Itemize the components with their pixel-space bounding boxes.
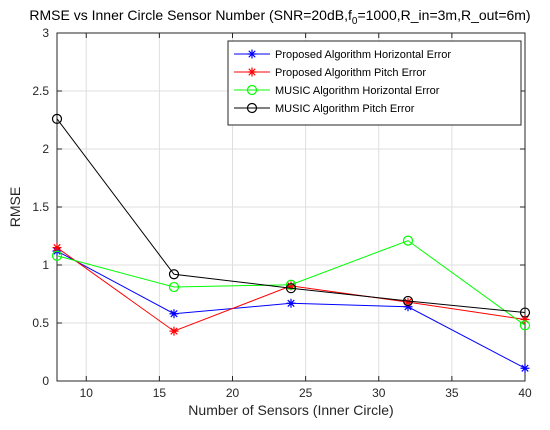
x-tick-label: 25 [299, 386, 313, 400]
y-tick-label: 0 [42, 374, 49, 388]
y-axis-label: RMSE [7, 187, 23, 227]
series-3 [51, 235, 531, 331]
series-4 [51, 113, 531, 318]
data-point [520, 315, 530, 325]
chart-title-prefix: RMSE vs Inner Circle Sensor Number (SNR=… [29, 7, 352, 23]
legend-item: MUSIC Algorithm Pitch Error [234, 102, 415, 115]
series-2 [52, 243, 530, 336]
y-tick-label: 1 [42, 258, 49, 272]
legend-label: Proposed Algorithm Pitch Error [275, 67, 426, 79]
x-tick-label: 40 [518, 386, 532, 400]
y-tick-label: 0.5 [32, 316, 49, 330]
series-line [56, 240, 526, 326]
x-tick-label: 15 [153, 386, 167, 400]
x-axis-label: Number of Sensors (Inner Circle) [188, 402, 393, 418]
data-point [168, 281, 180, 293]
legend-box [227, 40, 522, 126]
data-point [169, 309, 179, 319]
data-point [519, 320, 531, 331]
series-lines [51, 113, 531, 373]
x-tick-label: 20 [226, 386, 240, 400]
data-point [51, 250, 63, 261]
data-point [168, 269, 180, 280]
legend-marker [246, 84, 258, 96]
legend-item: MUSIC Algorithm Horizontal Error [234, 84, 440, 97]
legend-marker [246, 102, 258, 114]
data-point [520, 363, 530, 373]
x-tick-label: 30 [372, 386, 386, 400]
data-point [402, 235, 414, 246]
legend-label: MUSIC Algorithm Pitch Error [275, 103, 415, 115]
x-tick-label: 10 [80, 386, 94, 400]
legend-label: MUSIC Algorithm Horizontal Error [275, 85, 440, 97]
data-point [403, 297, 413, 307]
chart-title: RMSE vs Inner Circle Sensor Number (SNR=… [29, 7, 530, 27]
y-tick-label: 2 [42, 142, 49, 156]
data-point [51, 113, 63, 124]
y-tick-label: 3 [42, 26, 49, 40]
data-point [519, 307, 531, 318]
data-point [169, 326, 179, 336]
legend-item: Proposed Algorithm Horizontal Error [234, 49, 451, 61]
data-point [285, 283, 297, 294]
x-tick-label: 35 [445, 386, 459, 400]
data-point [52, 243, 62, 253]
legend-marker [247, 67, 257, 77]
legend-label: Proposed Algorithm Horizontal Error [275, 49, 451, 61]
chart-title-subscript: 0 [352, 16, 358, 27]
y-tick-label: 1.5 [32, 200, 49, 214]
data-point [286, 281, 296, 291]
legend: Proposed Algorithm Horizontal Error Propo… [227, 40, 522, 126]
axis-ticks: 10 15 20 25 30 35 40 0 0.5 1 1.5 2 2.5 3 [32, 26, 532, 400]
series-line [56, 250, 526, 369]
series-line [56, 118, 526, 314]
data-point [403, 302, 413, 312]
chart-title-suffix: =1000,R_in=3m,R_out=6m) [357, 7, 530, 23]
legend-item: Proposed Algorithm Pitch Error [234, 67, 426, 79]
data-point [402, 295, 414, 307]
legend-marker [247, 49, 257, 59]
y-tick-label: 2.5 [32, 84, 49, 98]
data-point [285, 279, 297, 290]
data-point [286, 298, 296, 308]
